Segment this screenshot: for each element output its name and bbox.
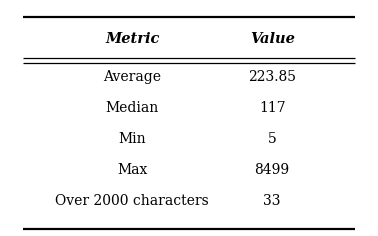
Text: 223.85: 223.85 — [248, 70, 296, 84]
Text: Value: Value — [250, 32, 294, 46]
Text: Max: Max — [117, 163, 147, 177]
Text: 5: 5 — [268, 132, 277, 146]
Text: Metric: Metric — [105, 32, 160, 46]
Text: Median: Median — [106, 101, 159, 115]
Text: 117: 117 — [259, 101, 285, 115]
Text: Average: Average — [103, 70, 161, 84]
Text: Min: Min — [118, 132, 146, 146]
Text: Over 2000 characters: Over 2000 characters — [56, 194, 209, 208]
Text: 8499: 8499 — [255, 163, 290, 177]
Text: 33: 33 — [263, 194, 281, 208]
